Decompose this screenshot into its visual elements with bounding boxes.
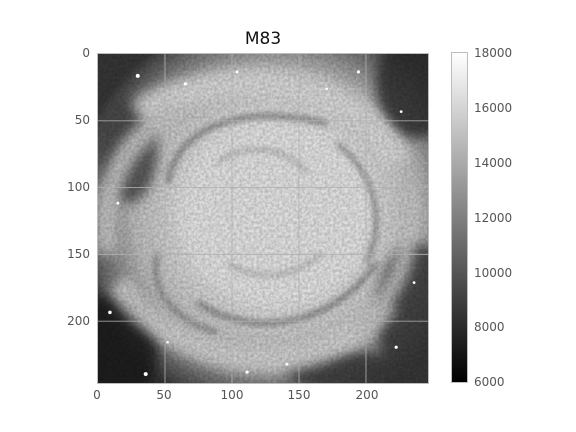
colorbar-tick-label: 12000 — [474, 211, 513, 225]
x-tick-label: 100 — [220, 388, 244, 402]
image-plot-area — [97, 53, 429, 384]
x-tick-label: 150 — [287, 388, 311, 402]
y-tick-label: 150 — [67, 247, 90, 261]
colorbar-tick-label: 16000 — [474, 101, 513, 115]
colorbar-tick-label: 14000 — [474, 156, 513, 170]
x-tick-label: 200 — [355, 388, 379, 402]
x-tick-label: 50 — [156, 388, 172, 402]
galaxy-image — [98, 54, 428, 383]
x-tick-label: 0 — [93, 388, 101, 402]
y-tick-label: 100 — [67, 180, 90, 194]
colorbar-tick-label: 6000 — [474, 375, 505, 389]
colorbar-tick-label: 18000 — [474, 46, 513, 60]
y-tick-label: 50 — [74, 113, 90, 127]
colorbar — [451, 52, 468, 383]
colorbar-tick-label: 8000 — [474, 320, 505, 334]
colorbar-tick-label: 10000 — [474, 266, 513, 280]
plot-title: M83 — [244, 29, 282, 49]
y-tick-label: 0 — [82, 46, 90, 60]
y-tick-label: 200 — [67, 314, 90, 328]
